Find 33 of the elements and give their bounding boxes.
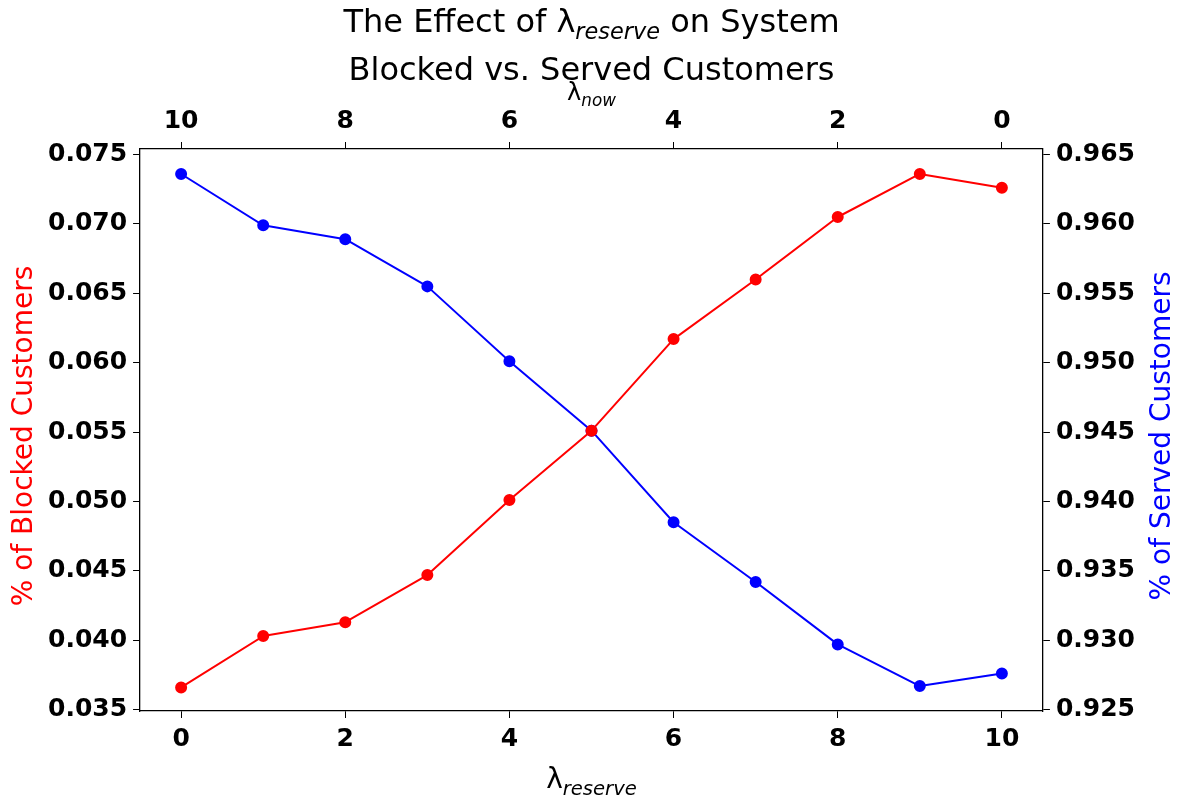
- y-tick-label: 0.035: [48, 693, 128, 723]
- x-tick-label: 0: [172, 722, 190, 752]
- x2-tick-label: 6: [500, 104, 519, 134]
- y-tick-label: 0.040: [48, 623, 128, 653]
- x-tick-label: 2: [336, 722, 354, 752]
- x-tick-label: 10: [984, 722, 1020, 752]
- y2-tick-label: 0.945: [1055, 415, 1135, 445]
- y2-tick-label: 0.940: [1055, 484, 1135, 514]
- x-axis-title: λ$_{reserve}$: [545, 762, 638, 800]
- y2-tick-label: 0.935: [1055, 554, 1135, 584]
- x-tick-label: 4: [500, 722, 519, 752]
- y2-tick-label: 0.960: [1055, 207, 1135, 237]
- y2-tick-label: 0.925: [1055, 693, 1135, 723]
- y-tick-label: 0.070: [48, 207, 128, 237]
- y-tick-label: 0.075: [48, 138, 128, 168]
- x-tick-label: 6: [664, 722, 683, 752]
- y-tick-label: 0.055: [48, 415, 128, 445]
- x2-tick-label: 2: [829, 104, 847, 134]
- y-axis-title: % of Blocked Customers: [5, 265, 39, 607]
- x2-tick-label: 4: [664, 104, 683, 134]
- y2-axis-title: % of Served Customers: [1143, 271, 1177, 601]
- y-tick-label: 0.045: [48, 554, 128, 584]
- y2-tick-label: 0.955: [1055, 276, 1135, 306]
- y-tick-label: 0.065: [48, 276, 128, 306]
- y-tick-label: 0.050: [48, 484, 128, 514]
- x2-tick-label: 10: [163, 104, 199, 134]
- x-tick-label: 8: [829, 722, 847, 752]
- y-tick-label: 0.060: [48, 346, 128, 376]
- y2-tick-label: 0.965: [1055, 138, 1135, 168]
- y2-tick-label: 0.950: [1055, 346, 1135, 376]
- x2-tick-label: 8: [336, 104, 354, 134]
- y2-tick-label: 0.930: [1055, 623, 1135, 653]
- x2-tick-label: 0: [993, 104, 1011, 134]
